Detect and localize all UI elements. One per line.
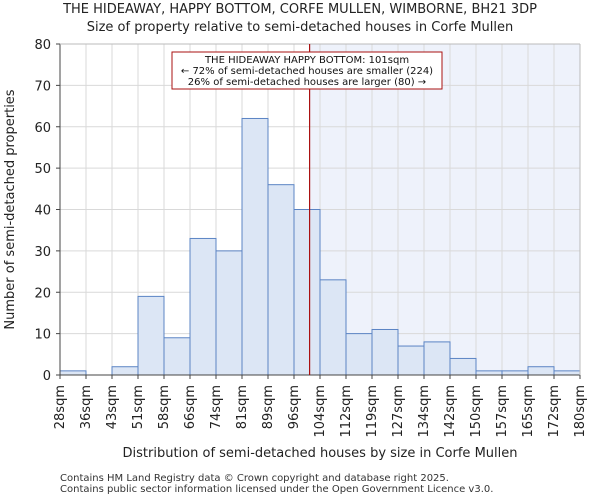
x-axis-label: Distribution of semi-detached houses by … bbox=[123, 446, 518, 461]
x-tick-label: 89sqm bbox=[261, 385, 276, 429]
chart-subtitle: Size of property relative to semi-detach… bbox=[86, 20, 514, 35]
annotation-line-1: THE HIDEAWAY HAPPY BOTTOM: 101sqm bbox=[204, 55, 409, 66]
x-tick-label: 119sqm bbox=[365, 385, 380, 438]
bar bbox=[111, 366, 139, 376]
x-tick-label: 112sqm bbox=[339, 385, 354, 438]
x-tick-label: 104sqm bbox=[313, 385, 328, 438]
x-tick-label: 96sqm bbox=[287, 385, 302, 429]
y-tick-label: 10 bbox=[34, 328, 51, 343]
y-axis-ticks: 0 10 20 30 40 50 60 70 80 bbox=[34, 38, 60, 384]
bar bbox=[423, 341, 451, 376]
bar bbox=[267, 184, 295, 376]
bar bbox=[475, 370, 503, 376]
x-tick-label: 51sqm bbox=[131, 385, 146, 429]
x-tick-label: 172sqm bbox=[547, 385, 562, 438]
x-tick-label: 74sqm bbox=[209, 385, 224, 429]
y-tick-label: 70 bbox=[34, 79, 51, 94]
bar bbox=[345, 333, 373, 376]
bar bbox=[553, 370, 581, 376]
bar bbox=[397, 345, 425, 376]
annotation-line-3: 26% of semi-detached houses are larger (… bbox=[188, 77, 426, 88]
bar bbox=[241, 117, 269, 376]
y-tick-label: 0 bbox=[43, 369, 51, 384]
bar bbox=[189, 237, 217, 376]
y-tick-label: 50 bbox=[34, 162, 51, 177]
x-tick-label: 127sqm bbox=[391, 385, 406, 438]
bar bbox=[215, 250, 243, 376]
x-tick-label: 58sqm bbox=[157, 385, 172, 429]
footer-copyright: Contains HM Land Registry data © Crown c… bbox=[60, 473, 449, 484]
bar bbox=[163, 337, 191, 376]
x-tick-label: 28sqm bbox=[53, 385, 68, 429]
bar bbox=[449, 357, 477, 376]
y-axis-label: Number of semi-detached properties bbox=[3, 89, 18, 329]
x-tick-label: 43sqm bbox=[105, 385, 120, 429]
y-tick-label: 30 bbox=[34, 245, 51, 260]
y-tick-label: 40 bbox=[34, 204, 51, 219]
bar bbox=[501, 370, 529, 376]
bar bbox=[293, 209, 321, 376]
x-tick-label: 134sqm bbox=[417, 385, 432, 438]
x-tick-label: 81sqm bbox=[235, 385, 250, 429]
x-tick-label: 157sqm bbox=[495, 385, 510, 438]
annotation-box bbox=[171, 51, 443, 90]
x-tick-label: 165sqm bbox=[521, 385, 536, 438]
chart-title: THE HIDEAWAY, HAPPY BOTTOM, CORFE MULLEN… bbox=[63, 2, 537, 17]
x-tick-label: 36sqm bbox=[79, 385, 94, 429]
y-tick-label: 60 bbox=[34, 121, 51, 136]
x-tick-label: 66sqm bbox=[183, 385, 198, 429]
bar bbox=[137, 295, 165, 376]
bar bbox=[319, 279, 347, 376]
x-axis-ticks: 28sqm 36sqm 43sqm 51sqm 58sqm 66sqm 74sqm 81sqm… bbox=[53, 375, 588, 438]
annotation-line-2: ← 72% of semi-detached houses are smalle… bbox=[181, 66, 433, 77]
y-tick-label: 20 bbox=[34, 286, 51, 301]
footer-licence: Contains public sector information licen… bbox=[60, 484, 494, 495]
bar bbox=[371, 328, 399, 376]
y-tick-label: 80 bbox=[34, 38, 51, 53]
bar bbox=[527, 366, 555, 376]
bar bbox=[59, 370, 87, 376]
x-tick-label: 142sqm bbox=[443, 385, 458, 438]
x-tick-label: 150sqm bbox=[469, 385, 484, 438]
x-tick-label: 180sqm bbox=[573, 385, 588, 438]
bars bbox=[59, 117, 581, 376]
